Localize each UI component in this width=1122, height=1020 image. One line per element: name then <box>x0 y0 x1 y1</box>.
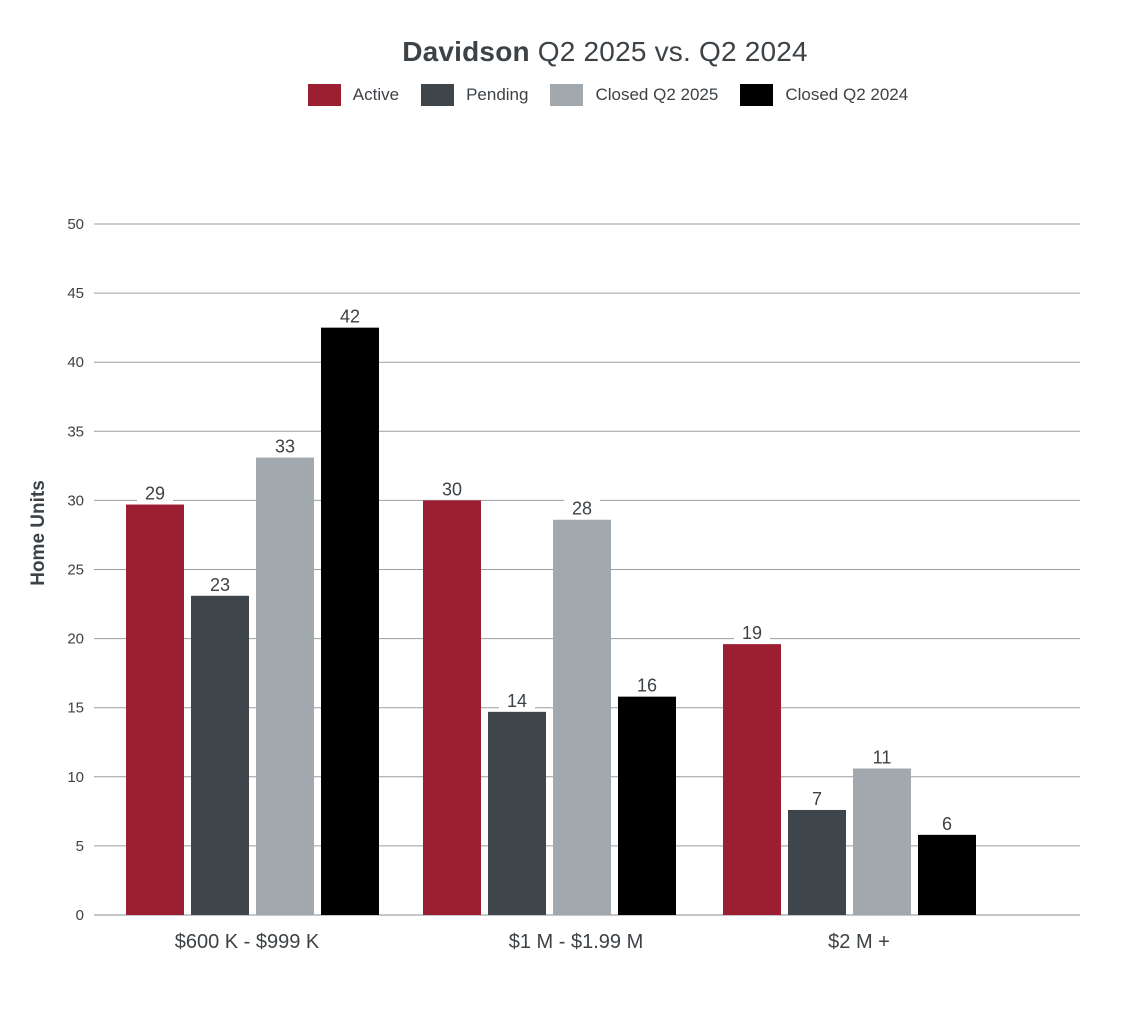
legend-label-active: Active <box>352 85 400 104</box>
x-category-label: $2 M + <box>828 931 890 953</box>
y-tick-label: 15 <box>67 700 84 717</box>
legend-item-active: Active <box>307 84 400 106</box>
data-label-bg <box>629 674 665 695</box>
data-label-bg <box>137 482 173 503</box>
data-label-bg <box>434 478 470 499</box>
y-tick-label: 10 <box>67 769 84 786</box>
data-label: 6 <box>942 814 952 834</box>
bar <box>853 768 911 915</box>
bar <box>191 595 249 915</box>
data-label: 30 <box>442 479 462 499</box>
data-label: 23 <box>210 575 230 595</box>
chart-title-rest: Q2 2025 vs. Q2 2024 <box>529 36 808 67</box>
data-label: 16 <box>637 676 657 696</box>
x-category-label: $1 M - $1.99 M <box>509 931 644 953</box>
bar <box>488 711 546 915</box>
x-axis-categories: $600 K - $999 K $1 M - $1.99 M $2 M + <box>175 931 890 953</box>
y-tick-label: 40 <box>67 354 84 371</box>
bar <box>126 504 184 915</box>
y-tick-label: 20 <box>67 631 84 648</box>
legend-swatch-active <box>307 84 341 106</box>
y-tick-label: 0 <box>76 907 84 924</box>
bar <box>553 519 611 915</box>
bar <box>423 500 481 915</box>
data-label-bg <box>267 435 303 456</box>
bar <box>321 327 379 915</box>
bar <box>788 809 846 915</box>
y-axis-title: Home Units <box>28 480 49 586</box>
data-labels: 29 23 33 42 30 14 28 16 19 7 11 6 <box>137 305 965 834</box>
data-label: 29 <box>145 484 165 504</box>
bar <box>918 834 976 915</box>
data-label-bg <box>499 689 535 710</box>
bar <box>256 457 314 915</box>
y-tick-label: 5 <box>76 838 84 855</box>
y-tick-label: 35 <box>67 423 84 440</box>
legend-item-closed-2025: Closed Q2 2025 <box>550 84 718 106</box>
data-label-bg <box>799 787 835 808</box>
y-tick-label: 30 <box>67 492 84 509</box>
legend-item-closed-2024: Closed Q2 2024 <box>740 84 908 106</box>
legend-swatch-closed-2025 <box>550 84 584 106</box>
bar <box>723 644 781 915</box>
data-label-bg <box>332 305 368 326</box>
legend-item-pending: Pending <box>421 84 528 106</box>
data-label-bg <box>564 497 600 518</box>
data-label-bg <box>864 746 900 767</box>
data-label: 19 <box>742 623 762 643</box>
chart-title-bold: Davidson <box>402 36 530 67</box>
legend-swatch-closed-2024 <box>740 84 774 106</box>
data-label: 33 <box>275 437 295 457</box>
x-category-label: $600 K - $999 K <box>175 931 320 953</box>
bar <box>618 696 676 915</box>
legend-label-closed-2024: Closed Q2 2024 <box>785 85 909 104</box>
legend: Active Pending Closed Q2 2025 Closed Q2 … <box>0 84 1122 106</box>
legend-label-pending: Pending <box>466 85 529 104</box>
data-label: 42 <box>340 307 360 327</box>
chart-title: Davidson Q2 2025 vs. Q2 2024 <box>0 36 1122 68</box>
bars <box>126 327 976 915</box>
data-label-bg <box>202 573 238 594</box>
legend-label-closed-2025: Closed Q2 2025 <box>595 85 719 104</box>
legend-swatch-pending <box>421 84 455 106</box>
data-label: 14 <box>507 691 527 711</box>
y-tick-label: 45 <box>67 285 84 302</box>
y-tick-label: 50 <box>67 216 84 233</box>
y-axis-ticks: 0 5 10 15 20 25 30 35 40 45 50 <box>67 216 84 924</box>
data-label-bg <box>929 812 965 833</box>
data-label: 11 <box>873 748 892 768</box>
data-label: 28 <box>572 499 592 519</box>
data-label-bg <box>734 622 770 643</box>
y-tick-label: 25 <box>67 562 84 579</box>
data-label: 7 <box>812 789 822 809</box>
